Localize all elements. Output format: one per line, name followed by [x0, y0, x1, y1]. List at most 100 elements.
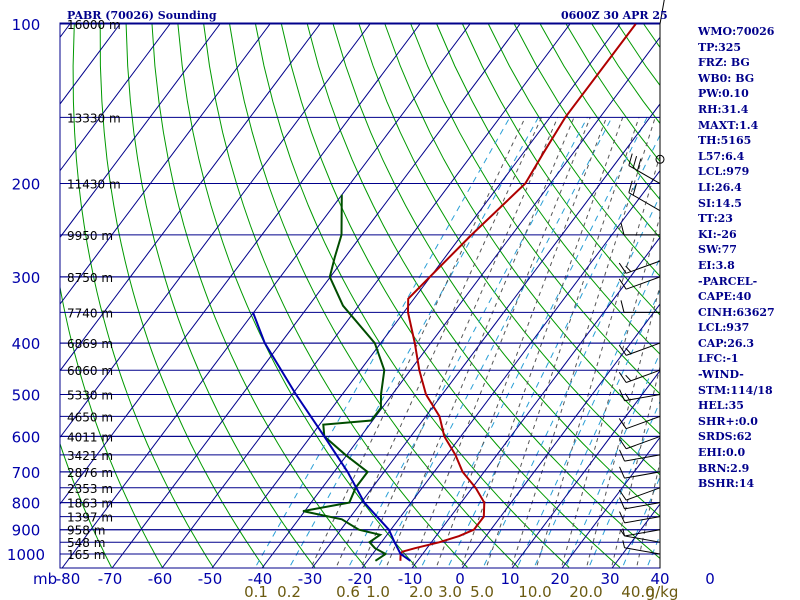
wind-feather	[618, 438, 627, 450]
index-item: BSHR:14	[698, 477, 755, 491]
index-item: EI:3.8	[698, 258, 735, 272]
wind-barb	[659, 0, 665, 25]
mixing-ratio-line	[566, 351, 660, 566]
index-item: KI:-26	[698, 227, 737, 241]
height-label: 4650 m	[67, 410, 113, 424]
wind-feather	[619, 497, 626, 510]
wind-feather	[622, 528, 626, 537]
mixing-ratio-line	[421, 117, 648, 566]
isotherm-line	[161, 23, 572, 568]
wind-feather	[618, 371, 627, 383]
mixing-ratio-line	[517, 256, 660, 566]
wind-barb	[624, 516, 661, 524]
mixing-ratio-label: 10.0	[518, 583, 551, 600]
wind-barb	[626, 276, 661, 290]
temperature-tick-label: -70	[98, 570, 123, 588]
mixing-ratio-label: 40.0	[621, 583, 654, 600]
wind-barb	[624, 454, 661, 462]
wind-feather	[632, 156, 638, 169]
height-label: 11430 m	[67, 178, 121, 192]
wind-barb	[624, 547, 661, 555]
mixing-ratio-label: 0.2	[277, 583, 301, 600]
isotherm-line	[60, 23, 172, 172]
isotherm-line	[211, 23, 622, 568]
dewpoint-trace	[302, 194, 388, 562]
wind-feather	[618, 489, 627, 501]
height-label: 9950 m	[67, 229, 113, 243]
mixing-ratio-line	[349, 117, 588, 566]
dry-adiabats	[60, 23, 660, 568]
wind-feather	[622, 540, 626, 548]
mixing-ratio-line	[622, 475, 660, 566]
temperature-trace	[399, 23, 637, 561]
index-item: L57:6.4	[698, 149, 745, 163]
wind-feather	[618, 262, 627, 274]
mixing-ratio-label: 5.0	[470, 583, 494, 600]
wind-feather	[628, 180, 633, 193]
index-item: HEL:35	[698, 399, 744, 413]
mixing-ratio-label: 2.0	[409, 583, 433, 600]
index-item: SHR+:0.0	[698, 414, 758, 428]
height-label: 16000 m	[67, 18, 121, 32]
isotherm-line	[0, 23, 21, 568]
wind-feather	[619, 389, 626, 401]
wind-feather	[620, 300, 625, 313]
index-item: WMO:70026	[698, 25, 775, 38]
wind-barb	[626, 487, 661, 501]
wind-barb	[626, 260, 661, 274]
index-item: WB0: BG	[698, 71, 755, 85]
wind-barb	[624, 393, 661, 402]
isotherm-line	[311, 103, 660, 568]
wind-feather	[632, 183, 638, 196]
mixing-ratio-line	[483, 194, 660, 566]
moist-adiabat-line	[336, 117, 542, 566]
wind-feather	[618, 278, 627, 290]
moist-adiabat-line	[386, 117, 575, 566]
wind-feather	[618, 418, 627, 429]
index-item: BRN:2.9	[698, 461, 750, 475]
isotherms	[0, 23, 660, 568]
wind-feather	[625, 265, 632, 272]
temperature-tick-label: 40	[650, 570, 669, 588]
wind-feather	[619, 466, 626, 479]
isotherm-line	[61, 23, 472, 568]
isotherm-line	[60, 23, 222, 239]
mixing-ratio-label: 0.6	[336, 583, 360, 600]
mixing-ratio-line	[589, 400, 660, 566]
moist-adiabat-line	[536, 153, 660, 566]
mixing-ratio-label: 1.0	[366, 583, 390, 600]
height-label: 7740 m	[67, 306, 113, 320]
mixing-ratio-line	[256, 117, 511, 566]
dry-adiabat-line	[384, 23, 660, 435]
isotherm-line	[361, 169, 660, 568]
index-item: TT:23	[698, 212, 733, 226]
height-label: 548 m	[67, 536, 105, 550]
index-item: MAXT:1.4	[698, 118, 759, 132]
moist-adiabat-line	[436, 117, 607, 566]
wind-feather	[618, 344, 627, 356]
wind-barb	[626, 415, 661, 430]
mixing-ratio-line	[378, 117, 613, 566]
index-item: SRDS:62	[698, 430, 752, 444]
index-item: PW:0.10	[698, 87, 749, 101]
height-label: 1397 m	[67, 511, 113, 525]
isotherm-line	[60, 23, 422, 505]
height-label: 165 m	[67, 548, 105, 562]
index-item: LI:26.4	[698, 180, 742, 194]
parcel-trace	[252, 312, 411, 562]
pressure-tick-label: 600	[12, 428, 41, 446]
wind-barb	[628, 165, 661, 184]
height-label: 4011 m	[67, 430, 113, 444]
isotherm-line	[511, 369, 660, 568]
mixing-ratio-label: 0.1	[244, 583, 268, 600]
index-item: TP:325	[698, 40, 742, 54]
temperature-labels: -80 -70 -60 -50 -40 -30 -20 -10 0 10 20 30 40 0 mb	[33, 570, 715, 588]
index-item: -WIND-	[698, 368, 744, 382]
height-labels: 16000 m 13330 m 11430 m 9950 m 8750 m 7740 m 6…	[67, 18, 121, 562]
dry-adiabat-line	[177, 23, 417, 568]
wind-feather	[624, 393, 630, 401]
pressure-tick-label: 400	[12, 335, 41, 353]
wind-barb	[624, 471, 661, 479]
